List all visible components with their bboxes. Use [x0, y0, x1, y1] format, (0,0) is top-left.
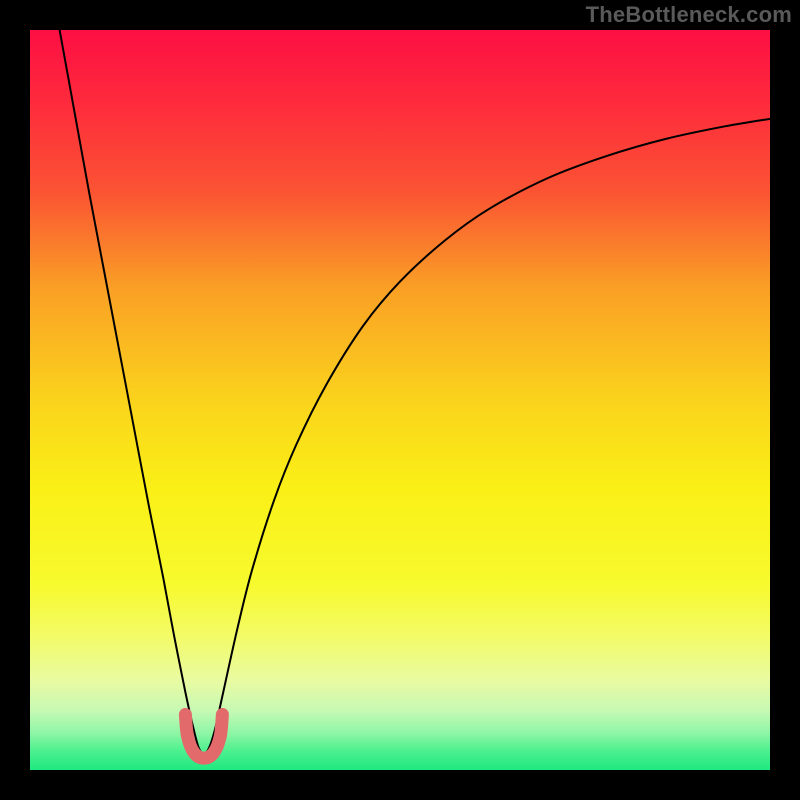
bottleneck-chart — [0, 0, 800, 800]
chart-container: TheBottleneck.com — [0, 0, 800, 800]
watermark-text: TheBottleneck.com — [586, 2, 792, 28]
